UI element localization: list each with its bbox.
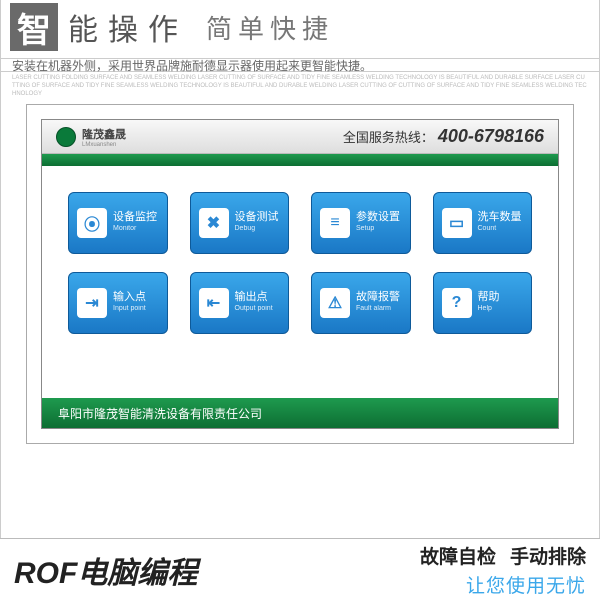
footer-slogan: 让您使用无忧 [316, 571, 586, 598]
menu-icon: ⇤ [199, 288, 229, 318]
menu-button-5[interactable]: ⇤输出点Output point [190, 272, 290, 334]
menu-icon: ▭ [442, 208, 472, 238]
menu-icon: ⇥ [77, 288, 107, 318]
hotline-label: 全国服务热线： [343, 127, 434, 146]
menu-button-4[interactable]: ⇥输入点Input point [68, 272, 168, 334]
subtitle-text: 安装在机器外侧，采用世界品牌施耐德显示器使用起来更智能快捷。 [12, 59, 588, 73]
hotline-number: 400-6798166 [438, 126, 544, 147]
brand-en: LMxuanshen [82, 142, 126, 148]
menu-label: 设备监控Monitor [113, 211, 157, 235]
menu-label: 帮助Help [478, 291, 500, 315]
menu-label: 故障报警Fault alarm [356, 291, 400, 315]
brand-name: 隆茂鑫晟 LMxuanshen [82, 126, 126, 148]
menu-icon: ? [442, 288, 472, 318]
company-name: 阜阳市隆茂智能清洗设备有限责任公司 [58, 405, 262, 422]
screen-frame: 隆茂鑫晟 LMxuanshen 全国服务热线： 400-6798166 ⦿设备监… [26, 104, 574, 444]
footer: ROF电脑编程 故障自检 手动排除 让您使用无忧 [0, 538, 600, 600]
button-grid: ⦿设备监控Monitor ✖设备测试Debug ≡参数设置Setup ▭洗车数量Cou… [42, 166, 558, 350]
menu-label: 参数设置Setup [356, 211, 400, 235]
menu-label: 设备测试Debug [235, 211, 279, 235]
menu-icon: ⦿ [77, 208, 107, 238]
screen-topbar: 隆茂鑫晟 LMxuanshen 全国服务热线： 400-6798166 [42, 120, 558, 154]
menu-icon: ✖ [199, 208, 229, 238]
menu-button-3[interactable]: ▭洗车数量Count [433, 192, 533, 254]
micro-caption: LASER CUTTING FOLDING SURFACE AND SEAMLE… [0, 72, 600, 102]
footer-tag-b: 手动排除 [510, 542, 586, 569]
menu-button-7[interactable]: ? 帮助Help [433, 272, 533, 334]
footer-tag-a: 故障自检 [420, 542, 496, 569]
header-title-1: 能操作 [68, 5, 188, 49]
menu-button-6[interactable]: ⚠故障报警Fault alarm [311, 272, 411, 334]
menu-icon: ≡ [320, 208, 350, 238]
company-bar: 阜阳市隆茂智能清洗设备有限责任公司 [42, 398, 558, 428]
footer-right: 故障自检 手动排除 让您使用无忧 [312, 539, 600, 600]
brand-cn: 隆茂鑫晟 [82, 129, 126, 141]
header-glyph: 智 [10, 3, 58, 51]
menu-label: 输入点Input point [113, 291, 146, 315]
header-band: 智 能操作 简单快捷 [0, 0, 600, 54]
menu-label: 洗车数量Count [478, 211, 522, 235]
footer-left: ROF电脑编程 [0, 539, 312, 600]
brand-logo-icon [56, 127, 76, 147]
menu-button-1[interactable]: ✖设备测试Debug [190, 192, 290, 254]
menu-icon: ⚠ [320, 288, 350, 318]
subtitle-row: 安装在机器外侧，采用世界品牌施耐德显示器使用起来更智能快捷。 [0, 58, 600, 72]
menu-button-2[interactable]: ≡参数设置Setup [311, 192, 411, 254]
menu-button-0[interactable]: ⦿设备监控Monitor [68, 192, 168, 254]
header-title-2: 简单快捷 [206, 9, 334, 46]
green-bar-top [42, 154, 558, 166]
menu-label: 输出点Output point [235, 291, 273, 315]
hmi-screen: 隆茂鑫晟 LMxuanshen 全国服务热线： 400-6798166 ⦿设备监… [41, 119, 559, 429]
